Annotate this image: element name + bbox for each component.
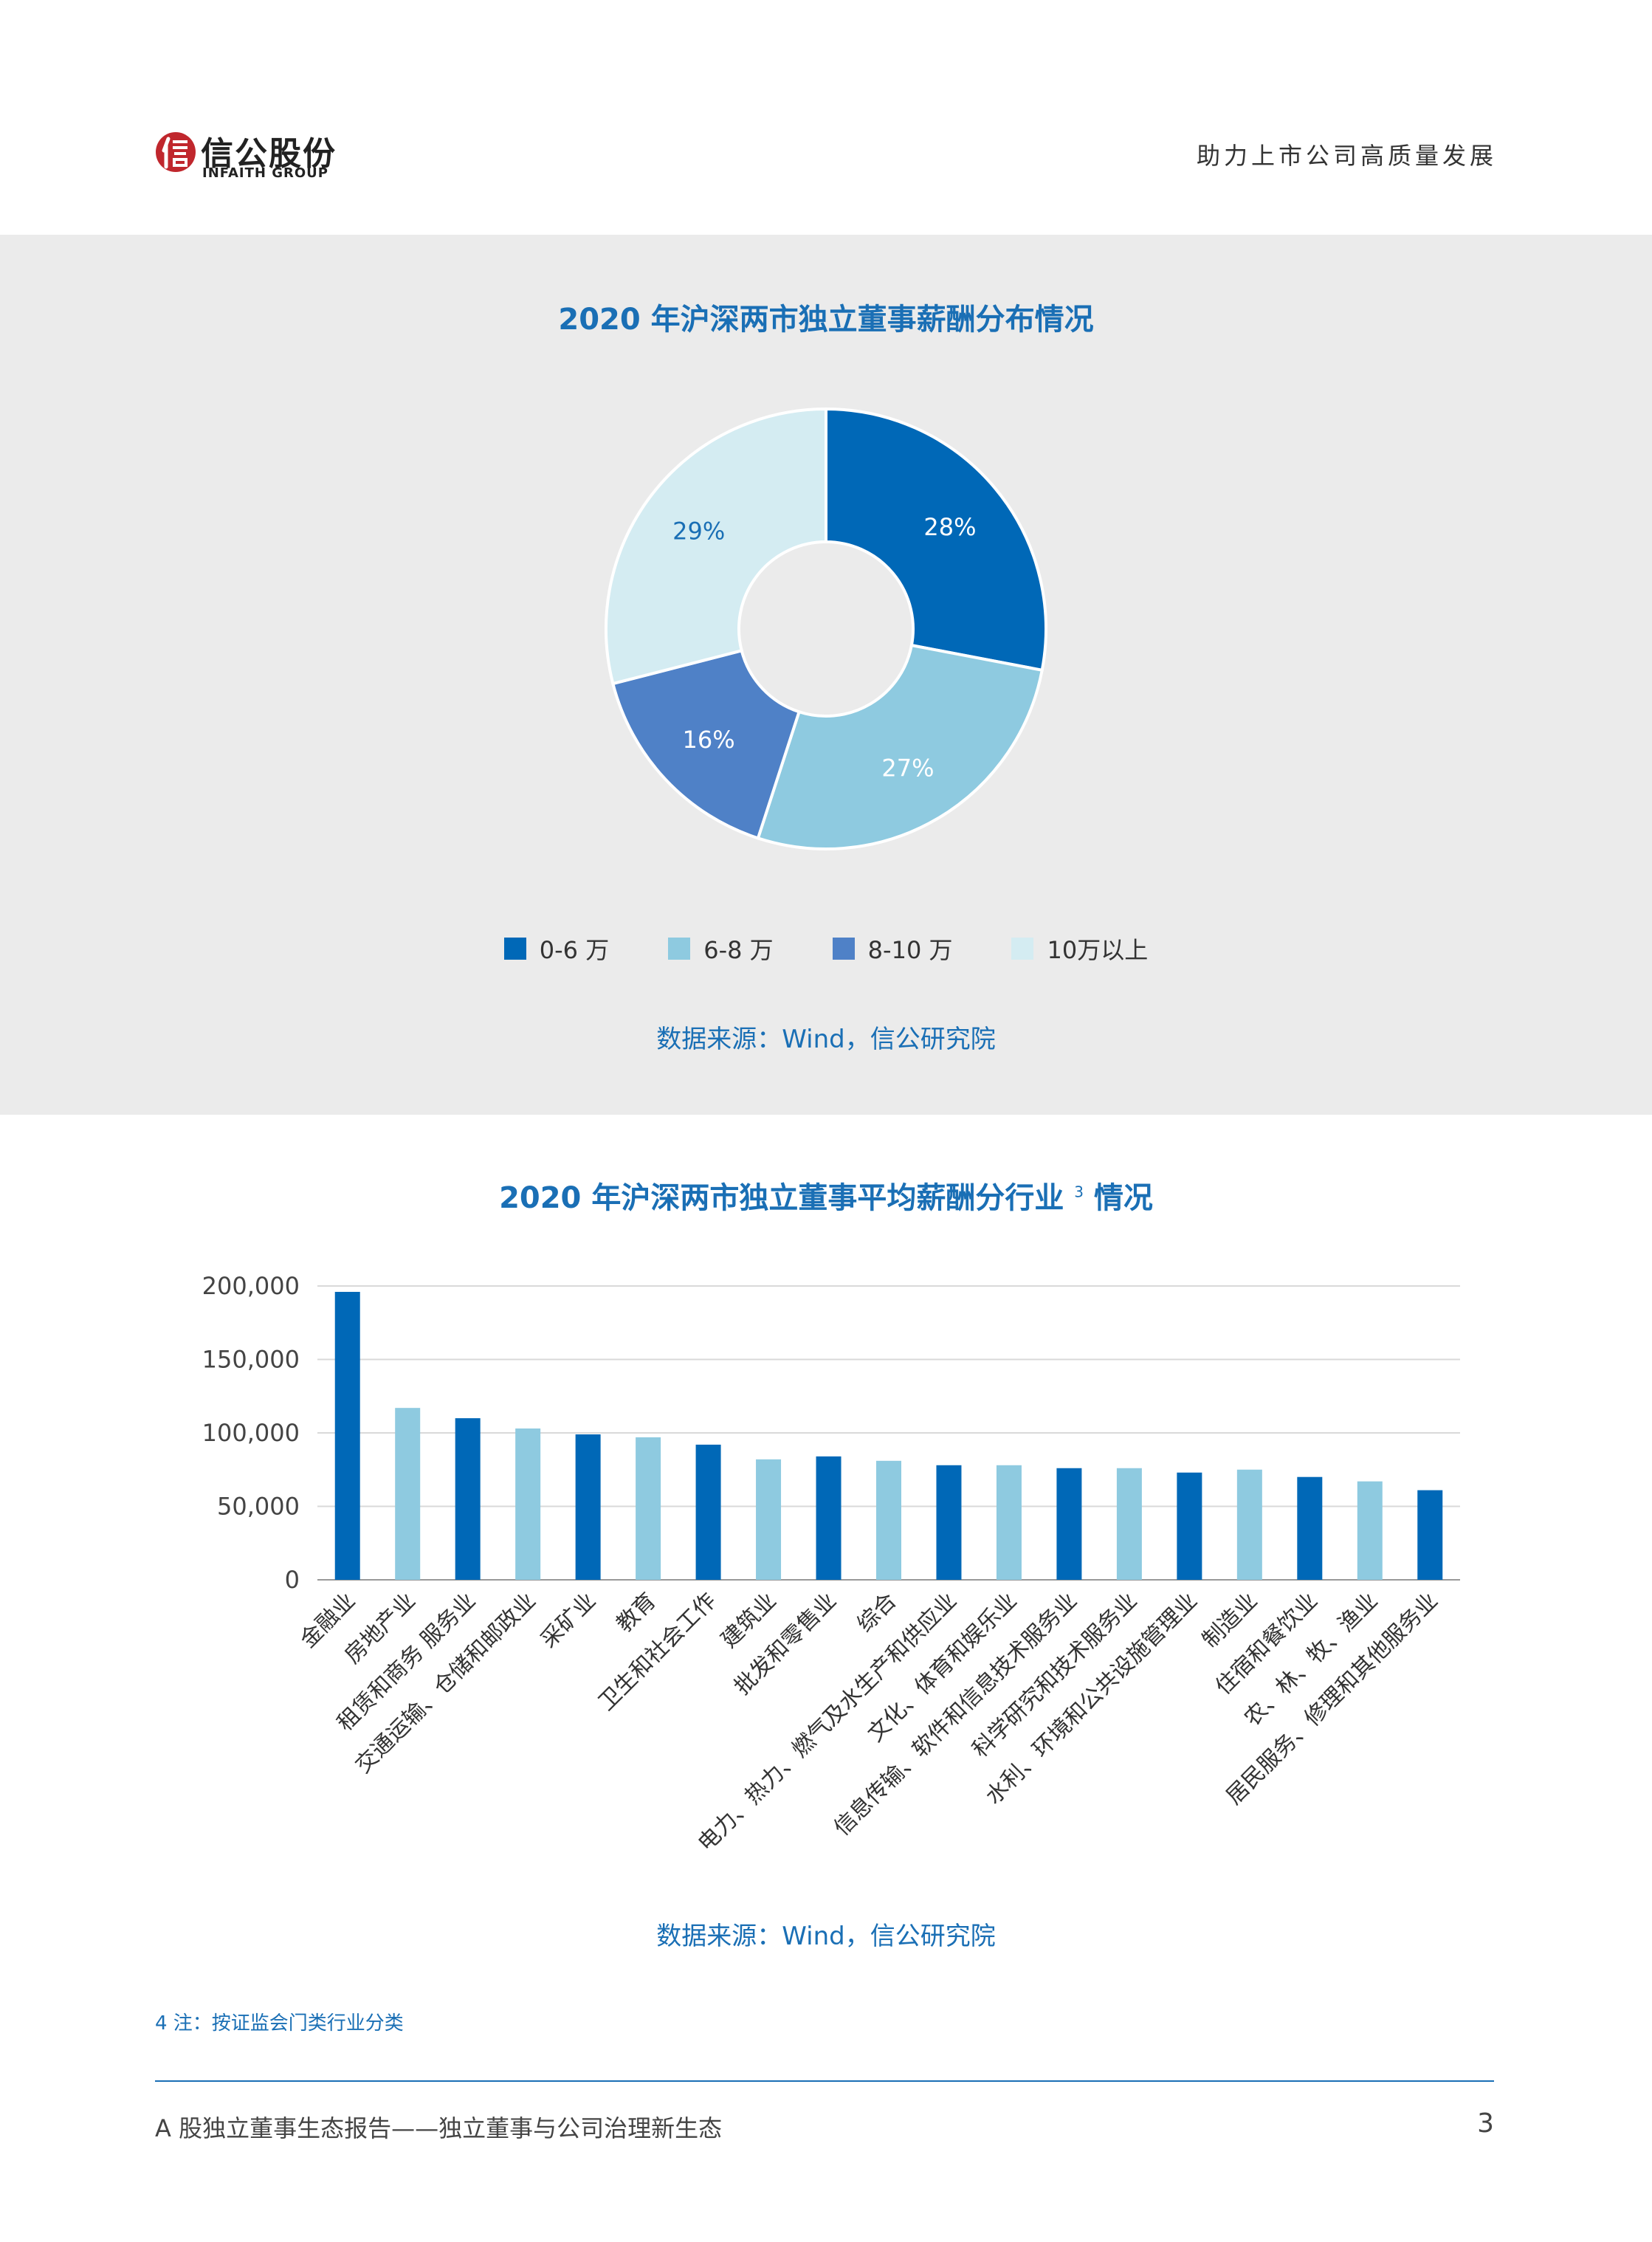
- pie-slice: [756, 643, 1044, 850]
- bar: [996, 1465, 1022, 1580]
- x-tick-label: 综合: [852, 1588, 901, 1637]
- bar: [515, 1428, 541, 1580]
- footnote: 4 注：按证监会门类行业分类: [155, 2012, 404, 2035]
- infaith-logo-icon: [156, 132, 196, 172]
- page-header: 信公股份 INFAITH GROUP 助力上市公司高质量发展: [0, 0, 1652, 235]
- legend-label: 6-8 万: [703, 936, 774, 964]
- bar-chart-title-suffix: 情况: [1093, 1181, 1153, 1215]
- pie-slice: [825, 407, 1047, 673]
- pie-legend: 0-6 万 6-8 万 8-10 万 10万以上: [0, 932, 1652, 966]
- bar: [1056, 1468, 1082, 1580]
- y-tick-label: 50,000: [217, 1493, 300, 1521]
- bar: [395, 1408, 421, 1580]
- legend-swatch: [503, 938, 526, 960]
- bar: [455, 1418, 481, 1580]
- y-tick-label: 0: [285, 1566, 300, 1594]
- page-number: 3: [1477, 2108, 1494, 2139]
- legend-item: 0-6 万: [503, 932, 610, 966]
- donut-chart: 28% 27% 16% 29%: [605, 407, 1047, 850]
- legend-swatch: [668, 938, 691, 960]
- header-tagline: 助力上市公司高质量发展: [1196, 142, 1497, 170]
- pie-slice-label: 29%: [672, 517, 725, 545]
- pie-slice: [610, 648, 802, 840]
- bar: [756, 1459, 782, 1580]
- bar-chart-title-footnote-ref: 3: [1074, 1183, 1084, 1201]
- bar-chart-title: 2020 年沪深两市独立董事平均薪酬分行业 3 情况: [0, 1174, 1652, 1217]
- bar: [695, 1444, 721, 1580]
- footer-divider: [155, 2080, 1494, 2082]
- legend-label: 10万以上: [1047, 936, 1149, 964]
- bar: [334, 1291, 360, 1580]
- bar-chart-source: 数据来源：Wind，信公研究院: [656, 1922, 996, 1951]
- bar: [1116, 1468, 1142, 1580]
- bar: [1236, 1469, 1262, 1580]
- logo-text: 信公股份: [201, 135, 337, 173]
- bar: [876, 1460, 901, 1580]
- bar: [1297, 1476, 1323, 1580]
- bar: [1357, 1481, 1383, 1580]
- bar-chart: 050,000100,000150,000200,000金融业房地产业租赁和商务…: [202, 1272, 1460, 1857]
- legend-label: 8-10 万: [867, 936, 953, 964]
- legend-item: 8-10 万: [832, 932, 953, 966]
- y-tick-label: 150,000: [202, 1346, 300, 1374]
- legend-swatch: [1011, 938, 1034, 960]
- x-tick-label: 教育: [612, 1588, 661, 1637]
- legend-item: 10万以上: [1011, 932, 1148, 966]
- pie-chart-title: 2020 年沪深两市独立董事薪酬分布情况: [558, 303, 1094, 337]
- bar: [1417, 1490, 1443, 1580]
- pie-slice: [605, 407, 827, 686]
- bar: [636, 1437, 661, 1580]
- logo-subtitle: INFAITH GROUP: [202, 165, 328, 181]
- pie-slice-label: 27%: [881, 754, 934, 783]
- legend-swatch: [832, 938, 855, 960]
- pie-slice-label: 16%: [683, 726, 735, 754]
- y-tick-label: 200,000: [202, 1272, 300, 1300]
- bar: [816, 1456, 842, 1580]
- legend-label: 0-6 万: [539, 936, 610, 964]
- bar: [1177, 1472, 1202, 1580]
- pie-slice-label: 28%: [923, 513, 976, 541]
- pie-chart-panel: [0, 235, 1652, 1115]
- bar: [575, 1434, 601, 1580]
- legend-item: 6-8 万: [668, 932, 774, 966]
- pie-chart-source: 数据来源：Wind，信公研究院: [656, 1025, 996, 1054]
- bar: [936, 1465, 962, 1580]
- bar-chart-title-main: 2020 年沪深两市独立董事平均薪酬分行业: [499, 1181, 1064, 1215]
- x-tick-label: 采矿业: [536, 1588, 601, 1653]
- footer-report-title: A 股独立董事生态报告——独立董事与公司治理新生态: [155, 2114, 723, 2142]
- y-tick-label: 100,000: [202, 1419, 300, 1447]
